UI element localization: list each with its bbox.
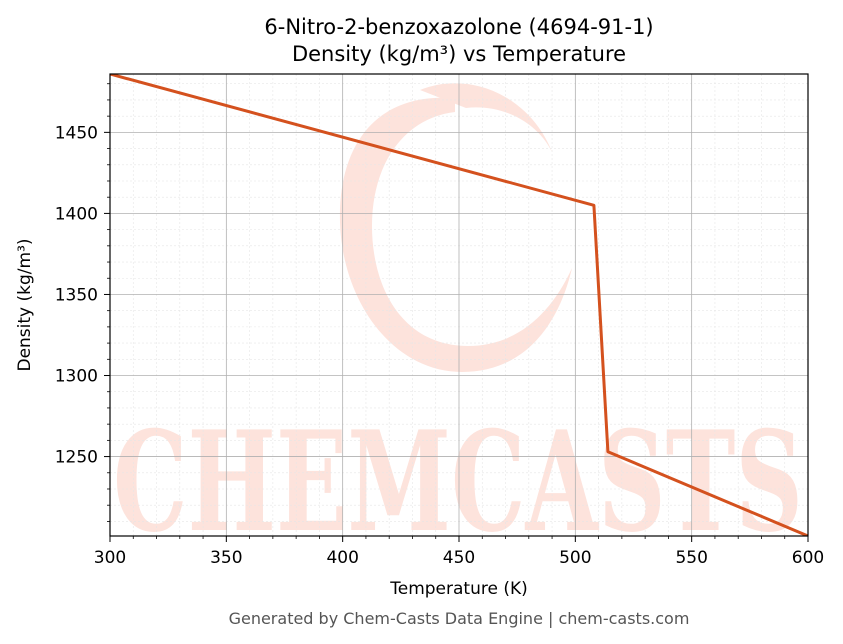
watermark-text: CHEMCASTS [113, 400, 803, 563]
y-axis-ticks: 1250 1300 1350 1400 1450 [55, 83, 110, 522]
y-tick-label: 1350 [55, 285, 98, 305]
series-layer [110, 74, 808, 536]
x-tick-label: 350 [210, 548, 242, 568]
x-tick-label: 550 [675, 548, 707, 568]
watermark-logo-swirl [339, 83, 572, 373]
footer-credit: Generated by Chem-Casts Data Engine | ch… [229, 609, 690, 628]
x-tick-label: 600 [792, 548, 824, 568]
x-tick-label: 300 [94, 548, 126, 568]
y-axis-label: Density (kg/m³) [15, 238, 35, 371]
y-tick-label: 1300 [55, 367, 98, 387]
x-tick-label: 500 [559, 548, 591, 568]
y-tick-label: 1250 [55, 448, 98, 468]
chart-subtitle: Density (kg/m³) vs Temperature [292, 42, 626, 66]
x-tick-label: 400 [326, 548, 358, 568]
major-grid [109, 74, 809, 536]
x-axis-label: Temperature (K) [389, 579, 528, 599]
y-tick-label: 1450 [55, 123, 98, 143]
y-tick-label: 1400 [55, 204, 98, 224]
x-tick-label: 450 [443, 548, 475, 568]
x-axis-ticks: 300 350 400 450 500 550 600 [94, 536, 824, 568]
chart-title: 6-Nitro-2-benzoxazolone (4694-91-1) [264, 15, 653, 39]
density-series-line [110, 74, 808, 536]
